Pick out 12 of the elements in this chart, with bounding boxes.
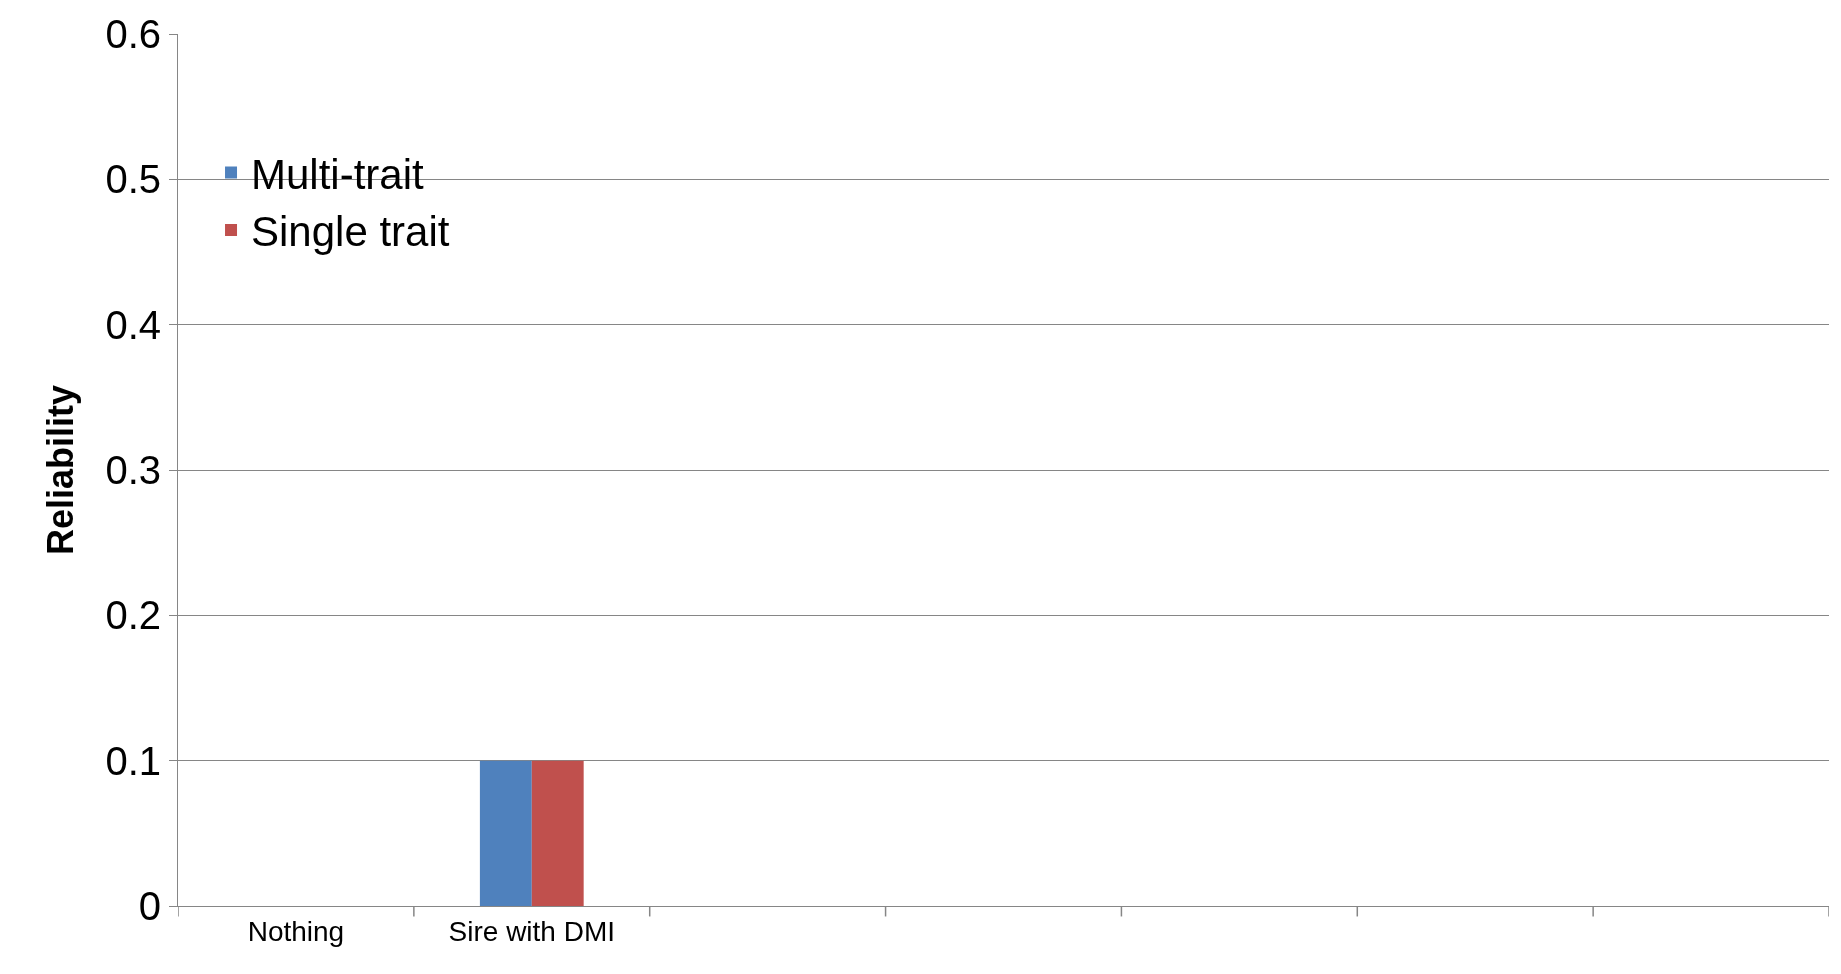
y-tick-label: 0.5 <box>105 157 161 202</box>
y-tick-label: 0.6 <box>105 12 161 56</box>
y-tick-label: 0.1 <box>105 738 161 783</box>
y-axis-title: Reliability <box>40 384 82 556</box>
x-tick-label: Nothing <box>247 915 345 947</box>
legend-label: Multi-trait <box>251 150 425 198</box>
y-tick-label: 0.3 <box>105 448 161 492</box>
legend-label: Single trait <box>251 208 450 256</box>
y-tick-label: 0 <box>138 884 161 928</box>
y-tick-label: 0.4 <box>105 302 161 347</box>
y-tick-label: 0.2 <box>105 593 161 638</box>
x-tick-label: Sire with DMI <box>448 915 616 947</box>
